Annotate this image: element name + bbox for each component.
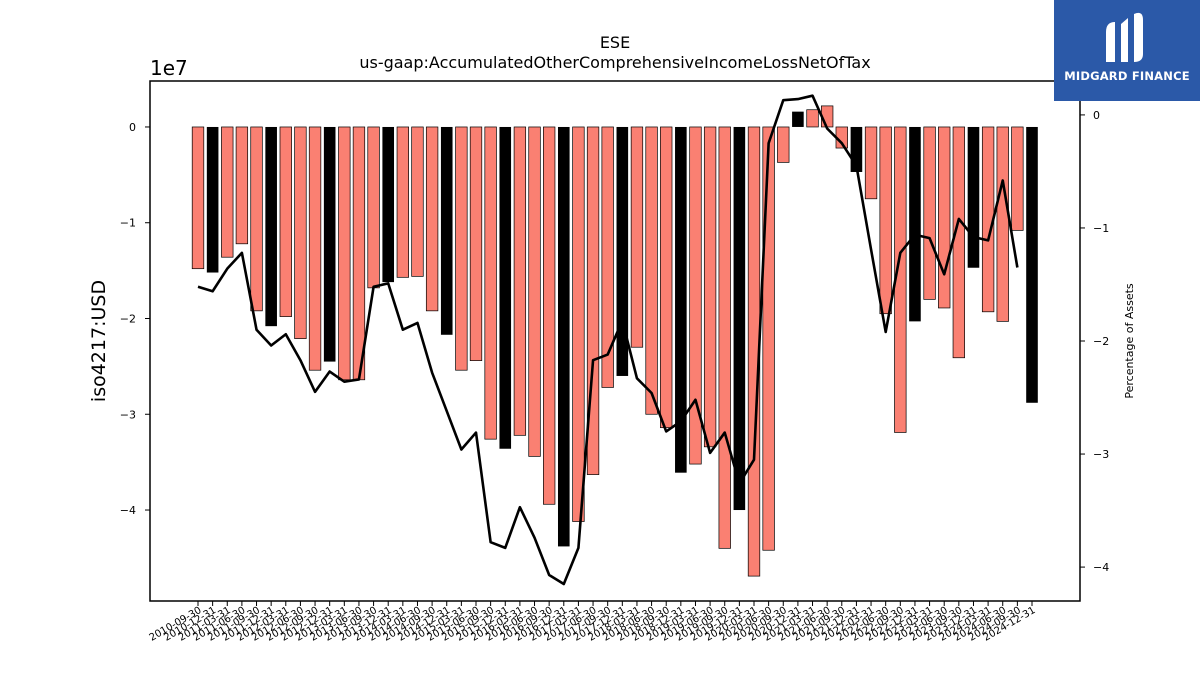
percentage-line <box>197 94 1019 586</box>
bar-2016-09-30 <box>543 126 556 505</box>
x-axis-ticks: 2010-09-302010-12-312011-03-312011-06-30… <box>148 601 1038 644</box>
bar-2019-03-31 <box>689 126 702 465</box>
bar-2013-06-30 <box>352 126 366 381</box>
bar-2018-09-30 <box>660 126 673 429</box>
y-tick-label: −3 <box>120 408 136 421</box>
bar-2014-09-30 <box>425 126 439 312</box>
bar-2013-03-31 <box>338 126 351 381</box>
bar-2021-03-31 <box>806 109 819 128</box>
bar-2023-12-31 <box>967 126 980 268</box>
bar-2010-09-30 <box>191 126 205 270</box>
bar-2020-06-30 <box>762 126 775 551</box>
bar-2015-03-31 <box>455 126 468 371</box>
bar-2018-06-30 <box>645 126 658 415</box>
chart-subtitle: us-gaap:AccumulatedOtherComprehensiveInc… <box>359 53 870 72</box>
bar-2013-09-30 <box>367 126 380 289</box>
chart-title: ESE <box>600 33 630 52</box>
y-axis-ticks: 0 −1 −2 −3 −4 <box>120 121 150 517</box>
y-tick-label: 0 <box>129 121 136 134</box>
bar-2017-12-31 <box>616 126 629 376</box>
bar-2016-03-31 <box>513 126 527 436</box>
bar-2012-03-31 <box>279 126 292 317</box>
bar-2020-12-31 <box>792 111 804 127</box>
bar-2023-09-30 <box>952 126 965 359</box>
bar-2010-12-31 <box>206 126 219 273</box>
bar-2012-06-30 <box>294 126 307 339</box>
bar-2021-12-31 <box>850 126 863 172</box>
bar-2014-06-30 <box>411 126 424 277</box>
y2-axis-ticks: 0 −1 −2 −3 −4 <box>1080 109 1109 574</box>
bar-2013-12-31 <box>382 126 395 283</box>
bar-2012-09-30 <box>308 126 322 371</box>
y2-tick-label: −2 <box>1093 335 1109 348</box>
bar-2018-12-31 <box>675 126 687 473</box>
bar-2020-09-30 <box>777 126 790 163</box>
y-tick-label: −4 <box>120 504 136 517</box>
bar-2022-06-30 <box>879 126 892 315</box>
y2-tick-label: −3 <box>1093 448 1109 461</box>
bar-2023-06-30 <box>938 126 951 309</box>
y2-axis-label: Percentage of Assets <box>1123 283 1136 399</box>
bar-2024-09-30 <box>1011 126 1024 231</box>
bar-2017-09-30 <box>601 126 614 388</box>
y-tick-label: −2 <box>120 312 136 325</box>
bar-2016-12-31 <box>557 126 570 547</box>
bar-2011-09-30 <box>250 126 263 312</box>
bar-2011-03-31 <box>221 126 234 258</box>
bar-2011-12-31 <box>265 126 277 327</box>
bar-2017-03-31 <box>572 126 585 522</box>
midgard-logo-icon <box>1106 12 1143 62</box>
bar-2024-12-31 <box>1026 126 1038 403</box>
bar-2016-06-30 <box>528 126 541 457</box>
y2-tick-label: −4 <box>1093 561 1109 574</box>
bar-2015-09-30 <box>484 126 497 440</box>
plot-frame <box>149 80 1081 602</box>
y-axis-label: iso4217:USD <box>88 280 110 402</box>
bar-2014-03-31 <box>396 126 409 278</box>
bar-2014-12-31 <box>440 126 453 335</box>
y-scale-label: 1e7 <box>150 56 188 80</box>
bar-2018-03-31 <box>630 126 644 348</box>
bar-2015-12-31 <box>499 126 512 449</box>
bar-2022-12-31 <box>909 126 921 322</box>
bar-2024-06-30 <box>996 126 1009 322</box>
y2-tick-label: 0 <box>1093 109 1100 122</box>
y2-tick-label: −1 <box>1093 222 1109 235</box>
brand-name: MIDGARD FINANCE <box>1064 69 1190 83</box>
bar-2017-06-30 <box>586 126 600 475</box>
y-tick-label: −1 <box>120 217 136 230</box>
bar-2019-09-30 <box>718 126 731 549</box>
bar-2012-12-31 <box>323 126 336 362</box>
bar-2019-12-31 <box>733 126 746 511</box>
bar-2011-06-30 <box>235 126 249 245</box>
brand-logo: MIDGARD FINANCE <box>1054 0 1200 101</box>
bar-2015-06-30 <box>469 126 483 361</box>
bars <box>191 105 1038 577</box>
bar-2022-03-31 <box>864 126 878 200</box>
percentage-of-assets-line <box>197 94 1019 586</box>
bar-2023-03-31 <box>923 126 936 300</box>
bar-2019-06-30 <box>703 126 717 448</box>
